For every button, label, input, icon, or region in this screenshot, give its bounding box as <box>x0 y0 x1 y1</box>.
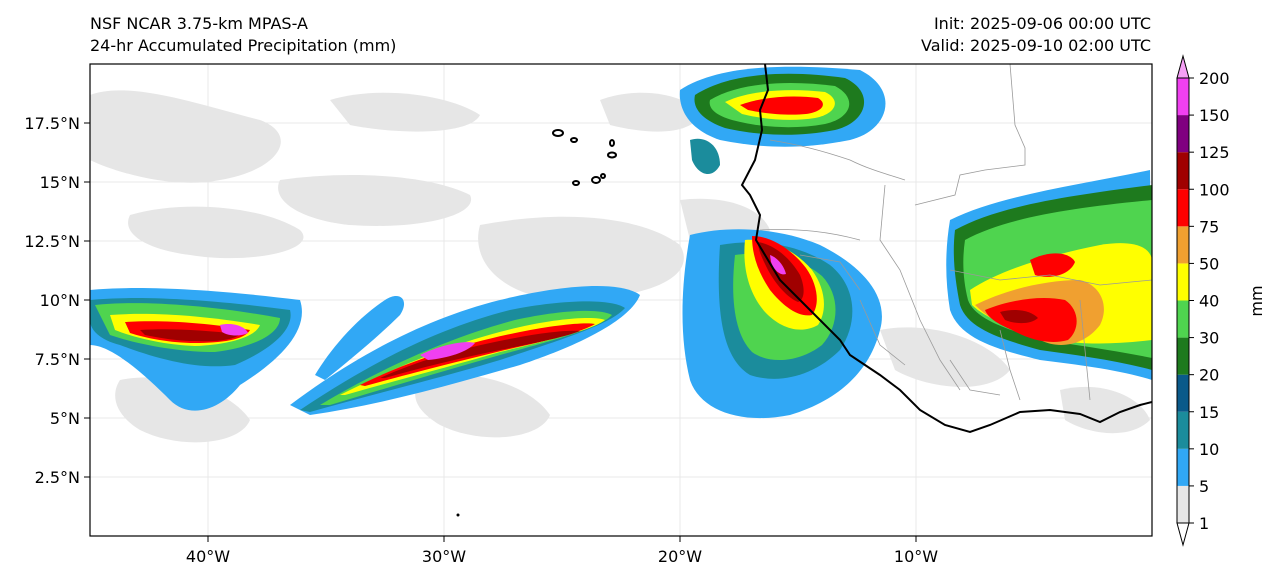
lon-tick-label: 30°W <box>422 547 466 566</box>
latitude-axis: 2.5°N 5°N 7.5°N 10°N 12.5°N 15°N 17.5°N <box>24 114 90 487</box>
colorbar-bin <box>1177 78 1189 116</box>
longitude-axis: 40°W 30°W 20°W 10°W <box>186 536 938 566</box>
colorbar-unit-label: mm <box>1247 285 1266 316</box>
init-time: Init: 2025-09-06 00:00 UTC <box>933 14 1151 33</box>
precip-coast <box>682 229 882 419</box>
cape-verde-islands <box>552 129 617 186</box>
lat-tick-label: 5°N <box>50 409 80 428</box>
lat-tick-label: 15°N <box>40 173 80 192</box>
model-title: NSF NCAR 3.75-km MPAS-A <box>90 14 308 33</box>
title-left: NSF NCAR 3.75-km MPAS-A 24-hr Accumulate… <box>90 13 396 57</box>
colorbar-tick-label: 200 <box>1199 69 1230 88</box>
precipitation-field <box>90 64 1152 517</box>
colorbar-bin <box>1177 300 1189 338</box>
lat-tick-label: 10°N <box>40 291 80 310</box>
colorbar-tick-label: 100 <box>1199 180 1230 199</box>
lat-tick-label: 2.5°N <box>35 468 80 487</box>
colorbar-tick-label: 1 <box>1199 514 1209 533</box>
island-dot <box>456 513 460 517</box>
country-borders <box>759 64 1152 401</box>
colorbar-tick-label: 75 <box>1199 217 1219 236</box>
lon-tick-label: 10°W <box>894 547 938 566</box>
colorbar-bin <box>1177 152 1189 190</box>
title-right: Init: 2025-09-06 00:00 UTC Valid: 2025-0… <box>921 13 1151 57</box>
colorbar-tick-label: 150 <box>1199 106 1230 125</box>
lon-tick-label: 40°W <box>186 547 230 566</box>
colorbar-bin <box>1177 374 1189 412</box>
colorbar-tick-label: 125 <box>1199 143 1230 162</box>
colorbar-bin <box>1177 337 1189 375</box>
precip-band-central <box>290 285 640 415</box>
colorbar-tick-label: 10 <box>1199 440 1219 459</box>
colorbar-tick-label: 50 <box>1199 254 1219 273</box>
colorbar-tick-label: 5 <box>1199 477 1209 496</box>
colorbar-tick-label: 30 <box>1199 329 1219 348</box>
colorbar-extend-min <box>1176 522 1190 547</box>
colorbar-bin <box>1177 411 1189 449</box>
precip-band-west <box>90 288 302 411</box>
colorbar-extend-max <box>1176 54 1190 79</box>
colorbar-bin <box>1177 115 1189 153</box>
precip-1mm-layer <box>90 90 1150 443</box>
colorbar-bin <box>1177 448 1189 486</box>
valid-time: Valid: 2025-09-10 02:00 UTC <box>920 36 1151 55</box>
field-title: 24-hr Accumulated Precipitation (mm) <box>90 36 397 55</box>
colorbar-bin <box>1177 263 1189 301</box>
lon-tick-label: 20°W <box>658 547 702 566</box>
lat-tick-label: 12.5°N <box>24 232 80 251</box>
colorbar-tick-label: 20 <box>1199 366 1219 385</box>
lat-tick-label: 7.5°N <box>35 350 80 369</box>
coastline <box>740 64 1152 434</box>
colorbar-bin <box>1177 189 1189 227</box>
colorbar-tick-label: 15 <box>1199 403 1219 422</box>
colorbar-bin <box>1177 226 1189 264</box>
lat-tick-label: 17.5°N <box>24 114 80 133</box>
colorbar-tick-label: 40 <box>1199 292 1219 311</box>
colorbar-bin <box>1177 485 1189 523</box>
